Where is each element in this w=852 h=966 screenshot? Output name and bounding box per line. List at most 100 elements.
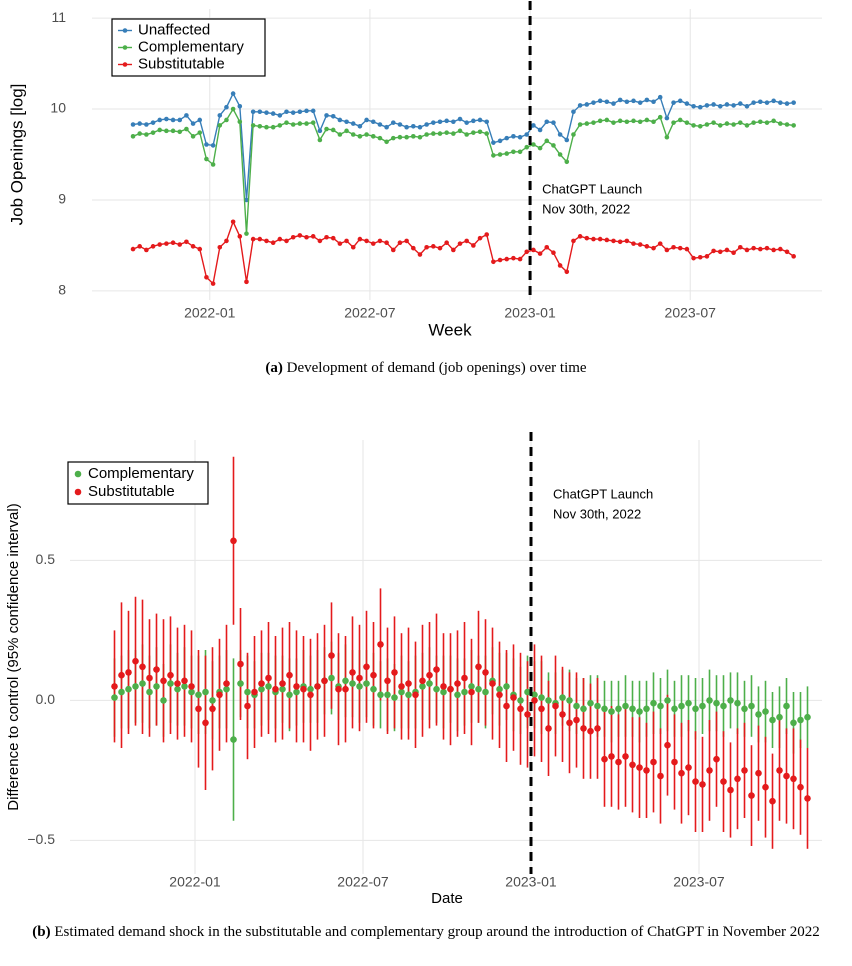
point [284,238,289,244]
point [390,247,396,253]
point [573,702,580,710]
point [503,683,510,690]
point [293,683,300,690]
point [337,132,343,137]
point [552,702,559,710]
point [477,235,483,241]
point [404,134,409,140]
point [771,98,776,104]
point [364,238,369,244]
x-tick-label: 2022-01 [184,305,236,321]
point [335,685,342,693]
point [431,131,436,136]
point [174,685,181,693]
legend-label: Unaffected [138,21,210,38]
point [297,233,303,238]
point [531,123,536,128]
point [699,702,706,710]
point [404,124,409,130]
point [190,244,196,249]
point [604,237,610,243]
point [762,783,769,791]
point [497,257,503,263]
point [624,238,630,244]
point [717,123,723,128]
point [517,256,523,262]
point [631,98,636,104]
point [650,758,657,766]
point [426,680,433,687]
point [286,671,293,679]
point [783,702,790,710]
point [797,783,804,791]
point [349,680,356,687]
point [537,251,543,256]
point [504,256,510,262]
annotation: Nov 30th, 2022 [542,201,630,216]
point [440,688,447,696]
point [545,725,552,732]
point [643,767,650,774]
point [751,245,756,251]
point [417,252,423,257]
point [706,767,713,774]
point [477,117,483,123]
point [223,685,230,693]
point [677,245,683,251]
point [697,104,703,110]
point [559,694,566,701]
point [257,124,263,129]
point [510,694,517,701]
point [769,797,776,805]
point [755,769,762,777]
point [664,115,670,121]
point [484,232,490,237]
point [437,119,443,125]
point [177,242,183,247]
legend-dot [74,488,82,496]
point [699,781,706,788]
x-tick-label: 2022-01 [169,874,221,890]
point [762,708,769,715]
point [130,246,136,252]
point [755,711,762,718]
point [451,247,456,253]
point [511,149,516,155]
point [397,134,403,140]
point [482,669,489,676]
point [210,162,216,167]
point [678,702,685,710]
point [405,680,412,687]
annotation: Nov 30th, 2022 [553,506,641,521]
point [727,697,734,704]
point [297,121,303,126]
point [364,117,369,123]
point [324,234,329,240]
x-tick-label: 2023-01 [504,305,556,321]
point [657,702,664,710]
point [517,705,524,713]
point [410,134,416,139]
point [524,132,530,137]
point [357,236,363,242]
point [417,124,423,130]
point [132,657,139,665]
point [217,123,223,128]
point [130,122,136,127]
point [390,135,396,141]
point [734,699,741,707]
x-tick-label: 2023-07 [673,874,725,890]
point [170,117,176,123]
point [324,126,329,132]
point [412,691,419,699]
point [277,113,283,118]
point [573,716,580,724]
point [237,680,244,687]
point [250,123,256,128]
y-tick-label: 10 [50,100,66,116]
point [657,772,664,780]
point [391,694,398,701]
point [664,134,670,140]
point [564,137,570,143]
point [424,132,429,137]
